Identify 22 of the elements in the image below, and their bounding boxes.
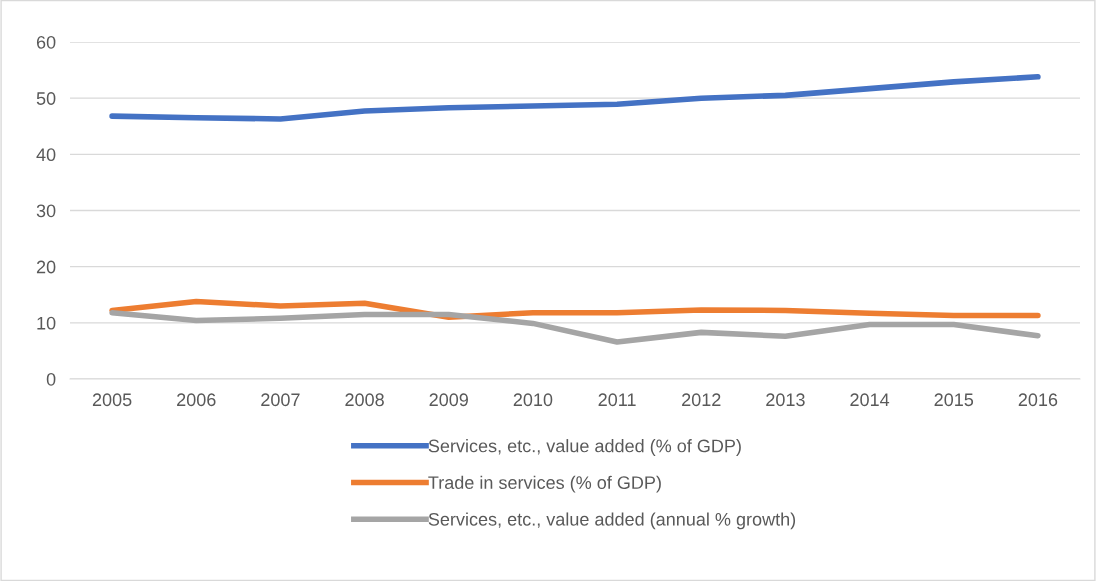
x-tick-label: 2005 <box>92 393 132 407</box>
legend-label: Trade in services (% of GDP) <box>428 475 661 493</box>
x-tick-label: 2014 <box>850 393 890 407</box>
y-tick-label: 40 <box>36 148 56 162</box>
legend-label: Services, etc., value added (% of GDP) <box>428 439 741 456</box>
x-tick-label: 2009 <box>429 393 468 407</box>
x-tick-label: 2008 <box>345 393 384 407</box>
y-tick-label: 60 <box>36 35 56 49</box>
x-tick-label: 2007 <box>261 393 300 407</box>
x-tick-label: 2016 <box>1018 393 1058 407</box>
x-tick-label: 2006 <box>177 393 216 407</box>
x-tick-label: 2010 <box>513 393 553 407</box>
y-tick-label: 50 <box>36 92 56 105</box>
y-tick-label: 10 <box>37 316 56 330</box>
x-tick-label: 2011 <box>598 393 636 407</box>
y-tick-label: 30 <box>36 204 56 218</box>
y-tick-label: 0 <box>46 372 56 386</box>
legend-label: Services, etc., value added (annual % growth) <box>428 512 796 530</box>
x-tick-label: 2013 <box>766 393 805 407</box>
x-tick-label: 2012 <box>682 393 721 407</box>
x-tick-label: 2015 <box>934 393 974 407</box>
y-tick-label: 20 <box>36 260 56 274</box>
